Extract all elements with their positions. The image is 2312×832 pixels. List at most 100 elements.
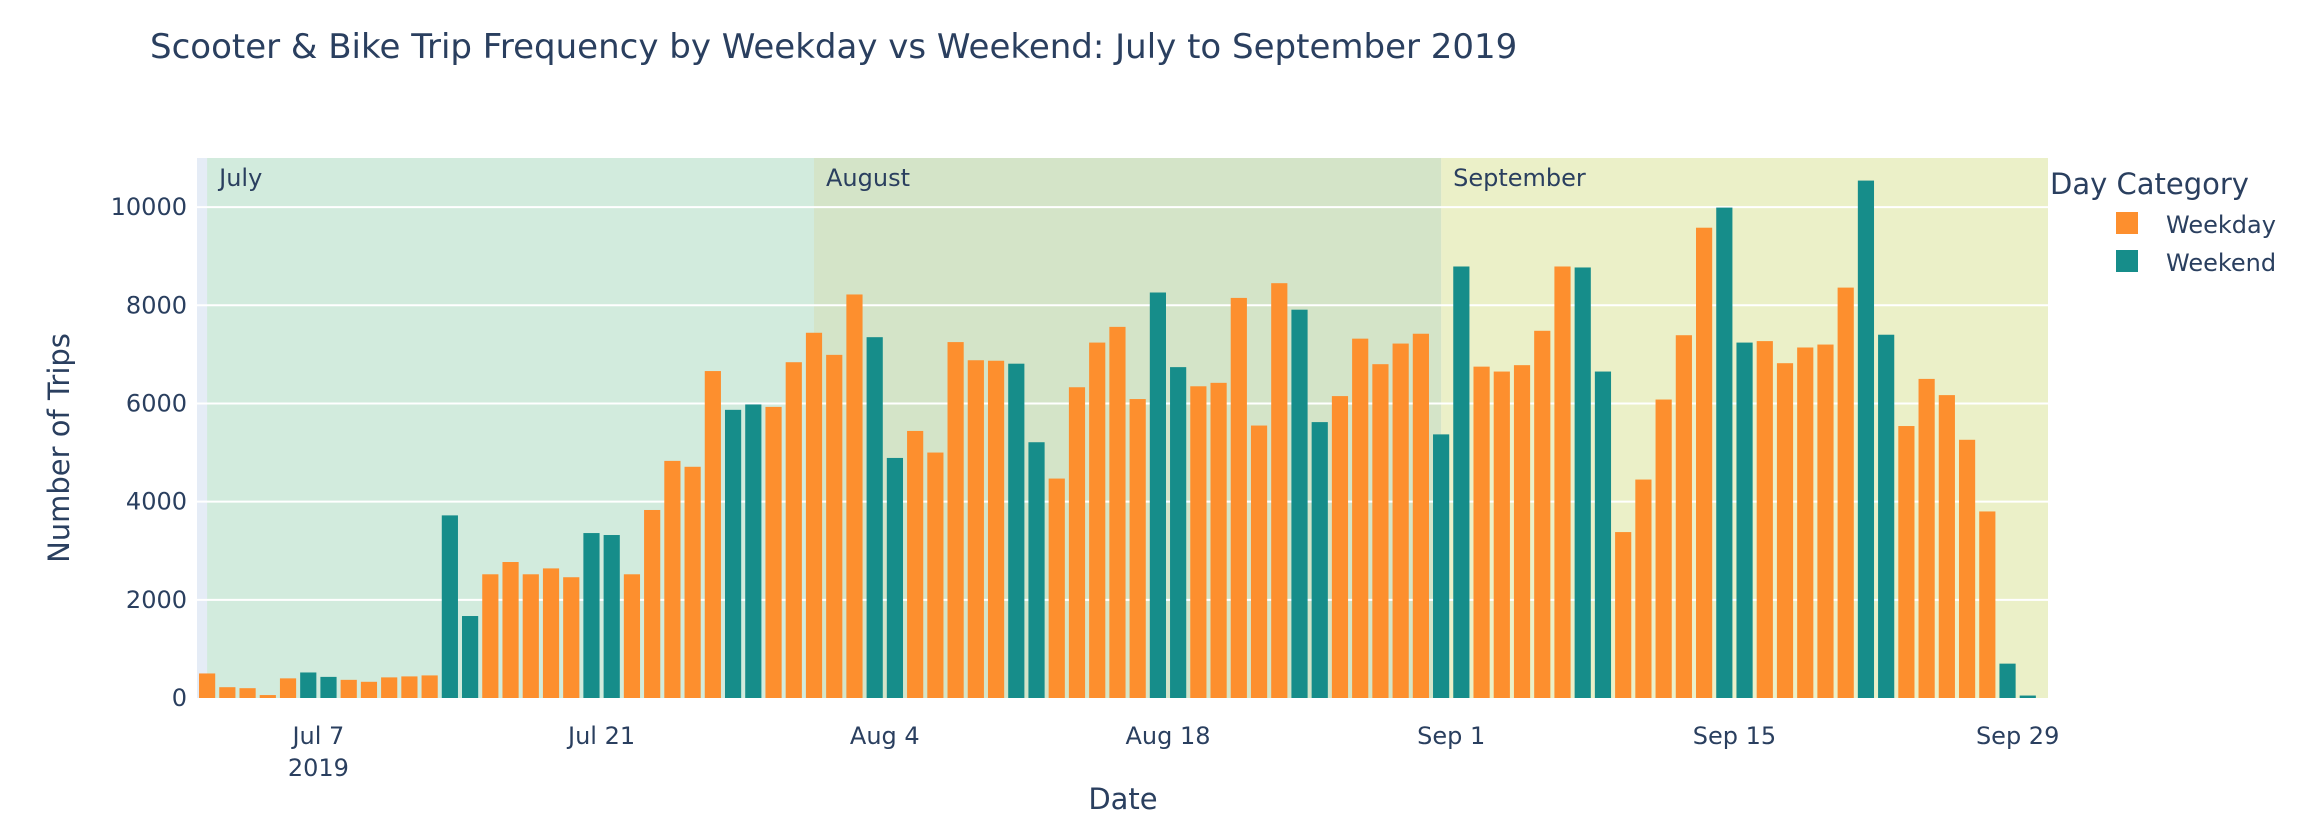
bar-weekday-2019-07-15[interactable]	[482, 574, 499, 698]
bar-weekday-2019-08-21[interactable]	[1230, 297, 1247, 698]
bar-weekend-2019-08-10[interactable]	[1008, 363, 1025, 698]
bar-weekday-2019-09-04[interactable]	[1513, 365, 1531, 698]
bar-weekend-2019-07-21[interactable]	[603, 535, 620, 698]
bar-weekend-2019-09-01[interactable]	[1453, 266, 1470, 698]
bar-weekday-2019-08-22[interactable]	[1250, 425, 1268, 698]
bar-weekday-2019-07-30[interactable]	[785, 362, 802, 698]
bar-weekday-2019-09-23[interactable]	[1898, 426, 1915, 698]
bar-weekday-2019-09-10[interactable]	[1635, 479, 1652, 698]
bar-weekday-2019-08-02[interactable]	[846, 294, 863, 698]
bar-weekend-2019-07-28[interactable]	[745, 404, 762, 698]
bar-weekday-2019-07-17[interactable]	[522, 574, 539, 698]
bar-weekday-2019-09-12[interactable]	[1675, 335, 1692, 698]
bar-weekday-2019-07-05[interactable]	[279, 678, 297, 698]
bar-weekday-2019-08-19[interactable]	[1190, 386, 1207, 698]
bar-weekday-2019-09-26[interactable]	[1958, 439, 1976, 698]
bar-weekday-2019-08-08[interactable]	[967, 360, 984, 698]
x-tick-label: Aug 4	[850, 722, 920, 750]
bar-weekday-2019-08-09[interactable]	[987, 360, 1005, 698]
bar-weekday-2019-07-02[interactable]	[219, 687, 236, 698]
bar-weekday-2019-08-29[interactable]	[1392, 343, 1409, 698]
bar-weekday-2019-09-02[interactable]	[1473, 366, 1490, 698]
bar-weekday-2019-07-08[interactable]	[340, 679, 357, 698]
bar-weekend-2019-08-04[interactable]	[886, 457, 904, 698]
bar-weekday-2019-08-30[interactable]	[1412, 333, 1429, 698]
bar-weekday-2019-08-07[interactable]	[947, 342, 964, 698]
bar-weekend-2019-07-20[interactable]	[583, 533, 600, 698]
bar-weekday-2019-08-06[interactable]	[927, 452, 944, 698]
bar-weekend-2019-09-14[interactable]	[1716, 207, 1733, 698]
bar-weekend-2019-09-07[interactable]	[1574, 267, 1591, 698]
bar-weekday-2019-08-12[interactable]	[1048, 478, 1065, 698]
bar-weekday-2019-09-24[interactable]	[1918, 378, 1935, 698]
bar-weekend-2019-08-24[interactable]	[1291, 309, 1308, 698]
bar-weekday-2019-07-04[interactable]	[259, 695, 276, 698]
bar-weekday-2019-08-01[interactable]	[826, 354, 843, 698]
bar-weekend-2019-08-18[interactable]	[1170, 367, 1187, 698]
bar-weekday-2019-08-26[interactable]	[1331, 396, 1349, 698]
bar-weekday-2019-09-25[interactable]	[1938, 395, 1955, 698]
y-axis-title: Number of Trips	[42, 333, 76, 563]
bar-weekday-2019-07-12[interactable]	[421, 675, 438, 698]
bar-weekday-2019-08-05[interactable]	[907, 430, 924, 698]
bar-weekend-2019-08-25[interactable]	[1311, 422, 1328, 698]
bar-weekday-2019-07-25[interactable]	[684, 466, 701, 698]
bar-weekend-2019-08-31[interactable]	[1433, 434, 1450, 698]
bar-weekend-2019-08-17[interactable]	[1149, 292, 1166, 698]
bar-weekend-2019-09-08[interactable]	[1594, 371, 1612, 698]
y-tick-label: 10000	[111, 193, 187, 221]
bar-weekday-2019-07-03[interactable]	[239, 688, 256, 698]
bar-weekday-2019-09-17[interactable]	[1776, 363, 1794, 698]
bar-weekend-2019-09-22[interactable]	[1878, 334, 1895, 698]
bar-weekday-2019-09-27[interactable]	[1979, 511, 1996, 698]
bar-weekend-2019-07-13[interactable]	[441, 515, 458, 698]
bar-weekday-2019-08-14[interactable]	[1089, 342, 1106, 698]
bar-weekday-2019-07-29[interactable]	[765, 406, 782, 698]
bar-weekday-2019-08-16[interactable]	[1129, 399, 1146, 698]
bar-weekday-2019-09-13[interactable]	[1696, 227, 1713, 698]
bar-weekday-2019-07-26[interactable]	[704, 371, 721, 698]
bar-weekday-2019-09-19[interactable]	[1817, 344, 1834, 698]
bar-weekend-2019-07-07[interactable]	[320, 676, 337, 698]
bar-weekend-2019-07-14[interactable]	[462, 616, 479, 698]
bar-weekday-2019-09-18[interactable]	[1797, 347, 1814, 698]
legend[interactable]: Day Category Weekday Weekend	[2050, 167, 2276, 277]
legend-label-weekday: Weekday	[2166, 211, 2276, 239]
bar-weekday-2019-09-20[interactable]	[1837, 287, 1854, 698]
bar-weekday-2019-08-27[interactable]	[1352, 338, 1369, 698]
bar-weekend-2019-09-21[interactable]	[1857, 180, 1875, 699]
bar-weekday-2019-07-11[interactable]	[401, 676, 418, 698]
bars[interactable]	[199, 180, 2036, 699]
bar-weekday-2019-07-19[interactable]	[563, 577, 580, 698]
bar-weekday-2019-07-22[interactable]	[623, 574, 641, 698]
bar-weekend-2019-07-06[interactable]	[300, 672, 317, 698]
bar-weekday-2019-09-06[interactable]	[1554, 266, 1571, 698]
bar-weekday-2019-08-20[interactable]	[1210, 382, 1227, 698]
bar-weekday-2019-07-09[interactable]	[360, 681, 378, 698]
bar-weekday-2019-09-09[interactable]	[1615, 532, 1632, 698]
bar-weekend-2019-07-27[interactable]	[724, 409, 742, 698]
bar-weekday-2019-09-16[interactable]	[1756, 341, 1773, 698]
bar-weekday-2019-07-31[interactable]	[805, 332, 823, 698]
bar-weekday-2019-08-23[interactable]	[1271, 283, 1288, 698]
bar-weekend-2019-09-28[interactable]	[1999, 663, 2016, 698]
bar-weekday-2019-09-11[interactable]	[1655, 399, 1672, 698]
bar-weekday-2019-07-18[interactable]	[542, 568, 560, 698]
legend-item-weekday[interactable]: Weekday	[2116, 211, 2276, 239]
bar-weekday-2019-07-10[interactable]	[381, 677, 398, 698]
legend-item-weekend[interactable]: Weekend	[2116, 249, 2276, 277]
bar-weekend-2019-08-11[interactable]	[1028, 442, 1045, 698]
bar-weekend-2019-09-29[interactable]	[2019, 695, 2036, 698]
bar-weekday-2019-07-01[interactable]	[199, 673, 216, 698]
bar-weekend-2019-09-15[interactable]	[1736, 342, 1753, 698]
bar-weekday-2019-07-16[interactable]	[502, 562, 519, 698]
bar-weekday-2019-08-13[interactable]	[1068, 387, 1086, 698]
bar-weekday-2019-09-05[interactable]	[1534, 330, 1551, 698]
bar-weekday-2019-09-03[interactable]	[1493, 371, 1510, 698]
bar-weekday-2019-08-15[interactable]	[1109, 326, 1126, 698]
bar-weekend-2019-08-03[interactable]	[866, 337, 883, 698]
bar-weekday-2019-07-24[interactable]	[664, 460, 681, 698]
bar-weekday-2019-08-28[interactable]	[1372, 364, 1389, 698]
y-axis-ticks: 0 2000 4000 6000 8000 10000	[111, 193, 187, 712]
bar-weekday-2019-07-23[interactable]	[644, 509, 661, 698]
